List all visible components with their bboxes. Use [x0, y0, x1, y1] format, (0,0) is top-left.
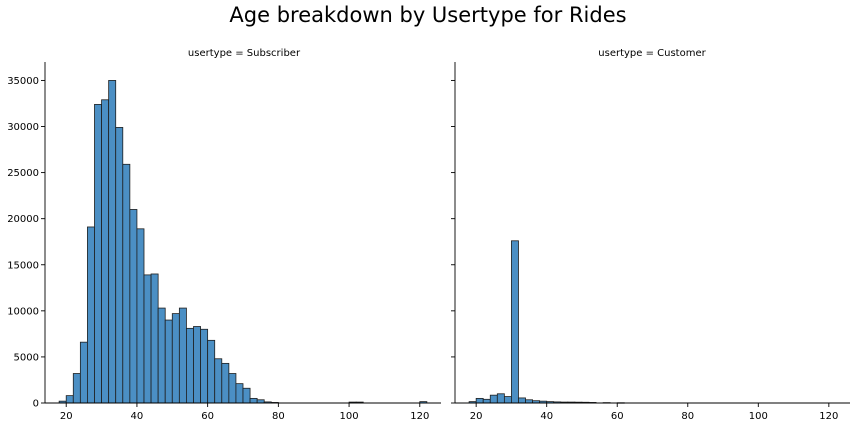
histogram-bar — [249, 397, 258, 404]
histogram-bar — [94, 103, 102, 404]
panel-customer: usertype = Customer 20 40 60 80 100 120 — [451, 48, 850, 422]
histogram-bar — [136, 228, 145, 404]
histogram-bar — [164, 319, 173, 404]
histogram-bar — [193, 326, 201, 404]
histogram-bar — [200, 328, 209, 404]
histogram-bar — [503, 396, 512, 404]
histogram-bar — [256, 399, 265, 404]
facet-title: usertype = Subscriber — [188, 48, 301, 59]
histogram-bar — [475, 397, 484, 404]
x-tick-label: 100 — [340, 411, 359, 422]
y-tick-label: 0 — [33, 399, 39, 410]
histogram-bar — [511, 240, 519, 404]
x-tick-label: 40 — [540, 411, 553, 422]
histogram-bar — [496, 393, 505, 404]
histogram-bar — [178, 307, 187, 404]
panel-subscriber: usertype = Subscriber 20 40 60 80 100 120 0 5000… — [7, 48, 441, 422]
histogram-bar — [207, 339, 216, 404]
y-tick-label: 20000 — [7, 214, 39, 225]
histogram-bar — [129, 209, 138, 404]
y-tick-label: 30000 — [7, 122, 39, 133]
x-tick-label: 20 — [60, 411, 73, 422]
histogram-bar — [143, 274, 152, 404]
x-tick-label: 60 — [201, 411, 214, 422]
histogram-bar — [228, 373, 237, 404]
histogram-bar — [221, 362, 230, 404]
histogram-bar — [65, 395, 74, 404]
facet-title: usertype = Customer — [598, 48, 706, 59]
histogram-bar — [122, 163, 131, 404]
histogram-bar — [525, 399, 533, 404]
histogram-bar — [489, 394, 498, 404]
y-tick-label: 15000 — [7, 260, 39, 271]
x-tick-label: 120 — [819, 411, 838, 422]
y-tick-label: 5000 — [14, 352, 39, 363]
histogram-bar — [171, 313, 180, 404]
x-tick-label: 80 — [681, 411, 694, 422]
histogram-bar — [115, 127, 124, 404]
histogram-bar — [72, 373, 81, 404]
x-tick-label: 120 — [410, 411, 429, 422]
chart-title: Age breakdown by Usertype for Rides — [229, 3, 626, 27]
histogram-bar — [79, 341, 88, 404]
histogram-bar — [518, 397, 526, 404]
x-tick-label: 80 — [272, 411, 285, 422]
histogram-bar — [186, 327, 194, 404]
histogram-bar — [87, 226, 95, 404]
histogram-bar — [214, 358, 223, 404]
histogram-bar — [101, 99, 110, 404]
histogram-bar — [242, 387, 251, 404]
histogram-bar — [150, 273, 159, 404]
x-tick-label: 60 — [611, 411, 624, 422]
x-tick-label: 40 — [131, 411, 144, 422]
x-tick-label: 100 — [749, 411, 768, 422]
x-tick-label: 20 — [470, 411, 483, 422]
histogram-bar — [157, 307, 166, 404]
y-tick-label: 35000 — [7, 76, 39, 87]
histogram-bar — [235, 383, 244, 404]
histogram-bar — [108, 80, 117, 404]
y-tick-label: 25000 — [7, 168, 39, 179]
y-tick-label: 10000 — [7, 306, 39, 317]
histogram-bar — [482, 398, 491, 404]
